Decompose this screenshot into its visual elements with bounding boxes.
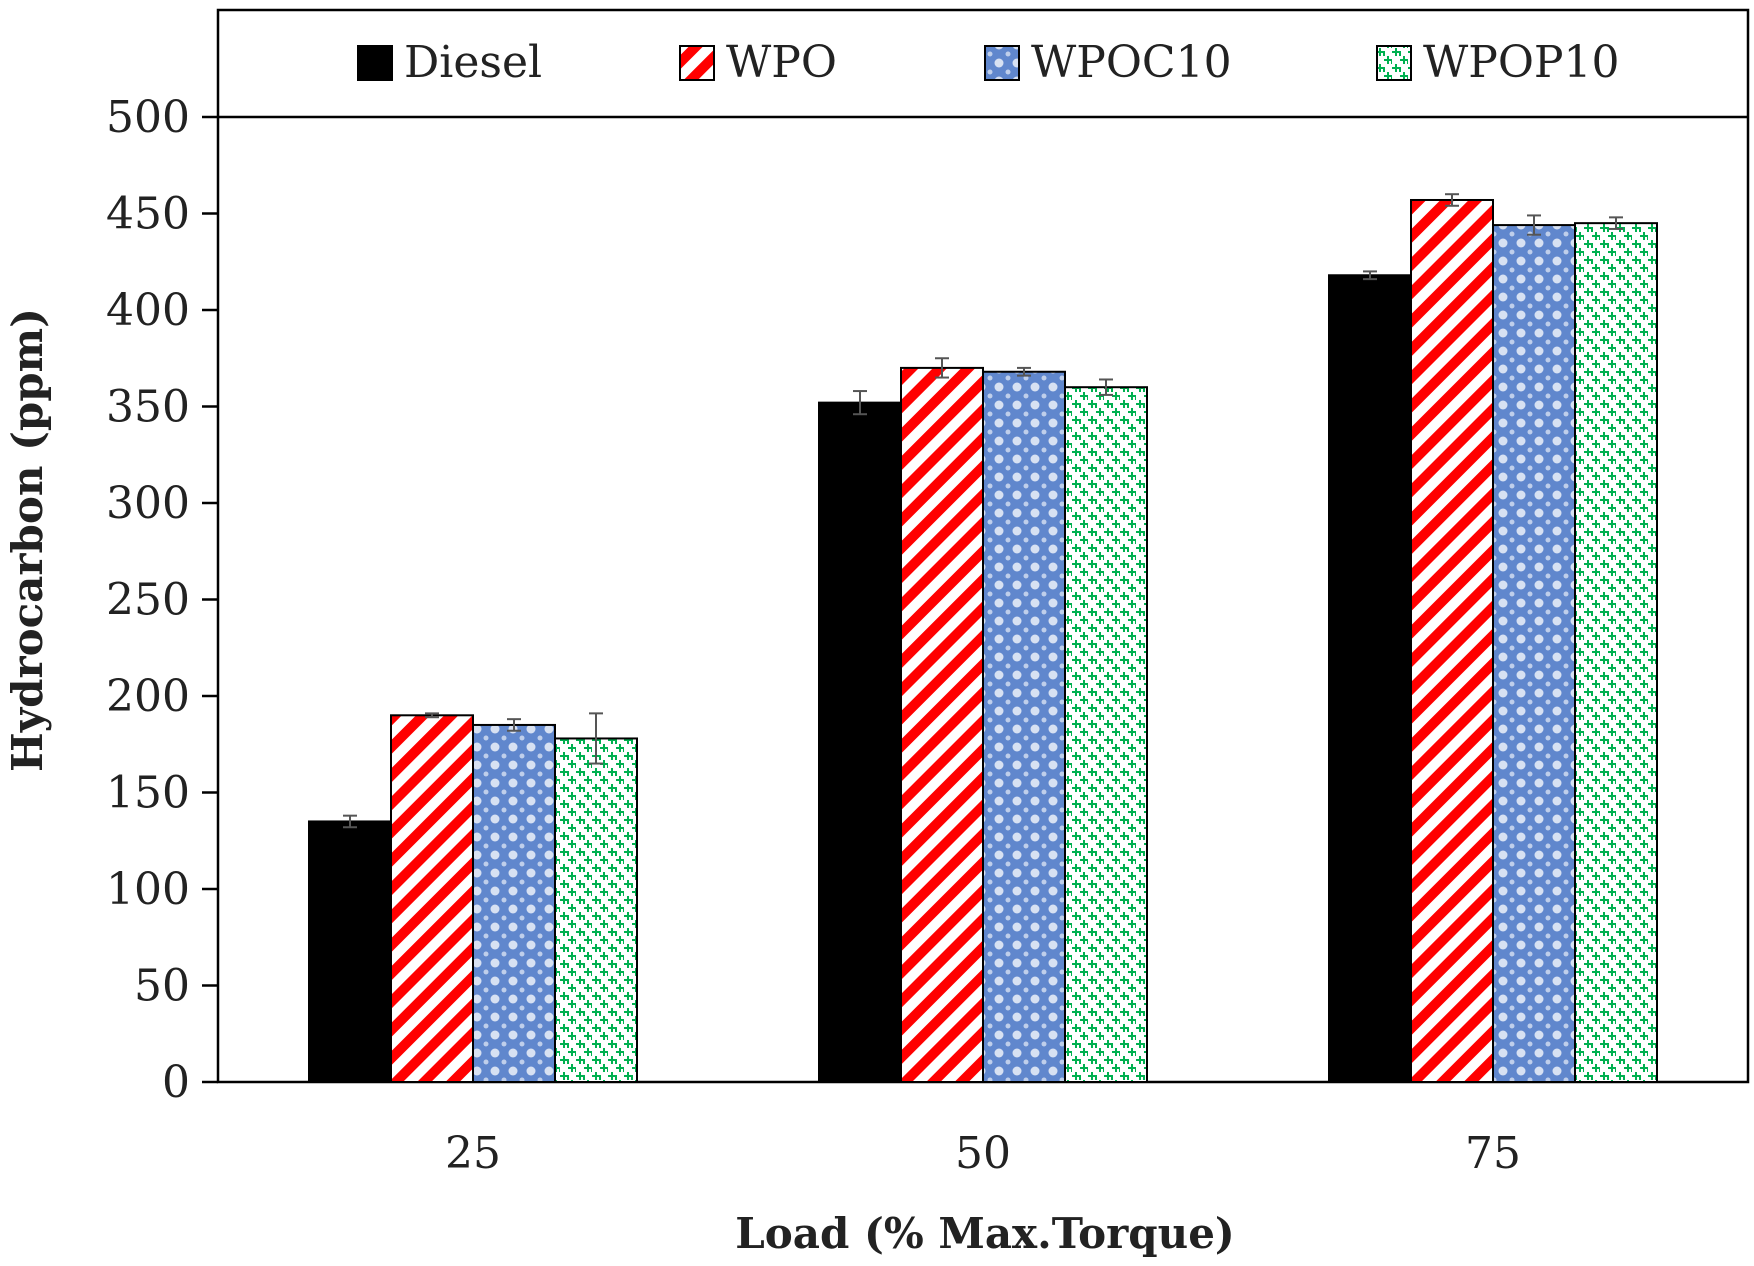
error-bars — [343, 193, 1623, 829]
y-tick-label: 300 — [106, 478, 190, 529]
legend-label-wpoc10: WPOC10 — [1031, 37, 1232, 88]
legend-swatch-wpoc10 — [984, 45, 1020, 81]
bar-wpo-75 — [1410, 198, 1494, 1084]
x-tick-label: 75 — [1465, 1128, 1521, 1179]
bar-wpo-50 — [900, 366, 984, 1083]
y-tick-label: 50 — [134, 961, 190, 1012]
y-tick-label: 400 — [106, 285, 190, 336]
bar-diesel-25 — [308, 820, 392, 1083]
x-axis: 25 50 75 — [445, 1128, 1521, 1179]
bar-wpop10-25 — [554, 737, 638, 1084]
y-tick-label: 0 — [162, 1057, 190, 1108]
y-tick-label: 500 — [106, 92, 190, 143]
y-tick-label: 450 — [106, 189, 190, 240]
y-tick-label: 200 — [106, 671, 190, 722]
y-tick-label: 100 — [106, 864, 190, 915]
y-axis-title: Hydrocarbon (ppm) — [3, 308, 52, 772]
x-tick-label: 50 — [955, 1128, 1011, 1179]
legend-swatch-wpo — [679, 45, 715, 81]
x-tick-label: 25 — [445, 1128, 501, 1179]
bar-diesel-75 — [1328, 274, 1412, 1083]
bars — [308, 198, 1658, 1084]
legend-label-wpop10: WPOP10 — [1423, 37, 1620, 88]
x-axis-title: Load (% Max.Torque) — [735, 1209, 1235, 1258]
bar-diesel-50 — [818, 401, 902, 1083]
bar-wpo-25 — [390, 714, 474, 1083]
legend-swatch-wpop10 — [1376, 45, 1412, 81]
bar-wpop10-50 — [1064, 386, 1148, 1083]
legend-label-diesel: Diesel — [404, 37, 542, 88]
legend: Diesel WPO WPOC10 WPOP10 — [357, 37, 1620, 88]
bar-wpoc10-25 — [472, 723, 556, 1083]
bar-wpoc10-50 — [982, 370, 1066, 1083]
bar-wpoc10-75 — [1492, 224, 1576, 1083]
y-tick-label: 350 — [106, 382, 190, 433]
y-axis: 0 50 100 150 200 250 300 350 400 450 500 — [106, 92, 218, 1108]
legend-label-wpo: WPO — [726, 37, 837, 88]
legend-swatch-diesel — [357, 45, 393, 81]
y-tick-label: 150 — [106, 768, 190, 819]
bar-wpop10-75 — [1574, 222, 1658, 1083]
y-tick-label: 250 — [106, 575, 190, 626]
